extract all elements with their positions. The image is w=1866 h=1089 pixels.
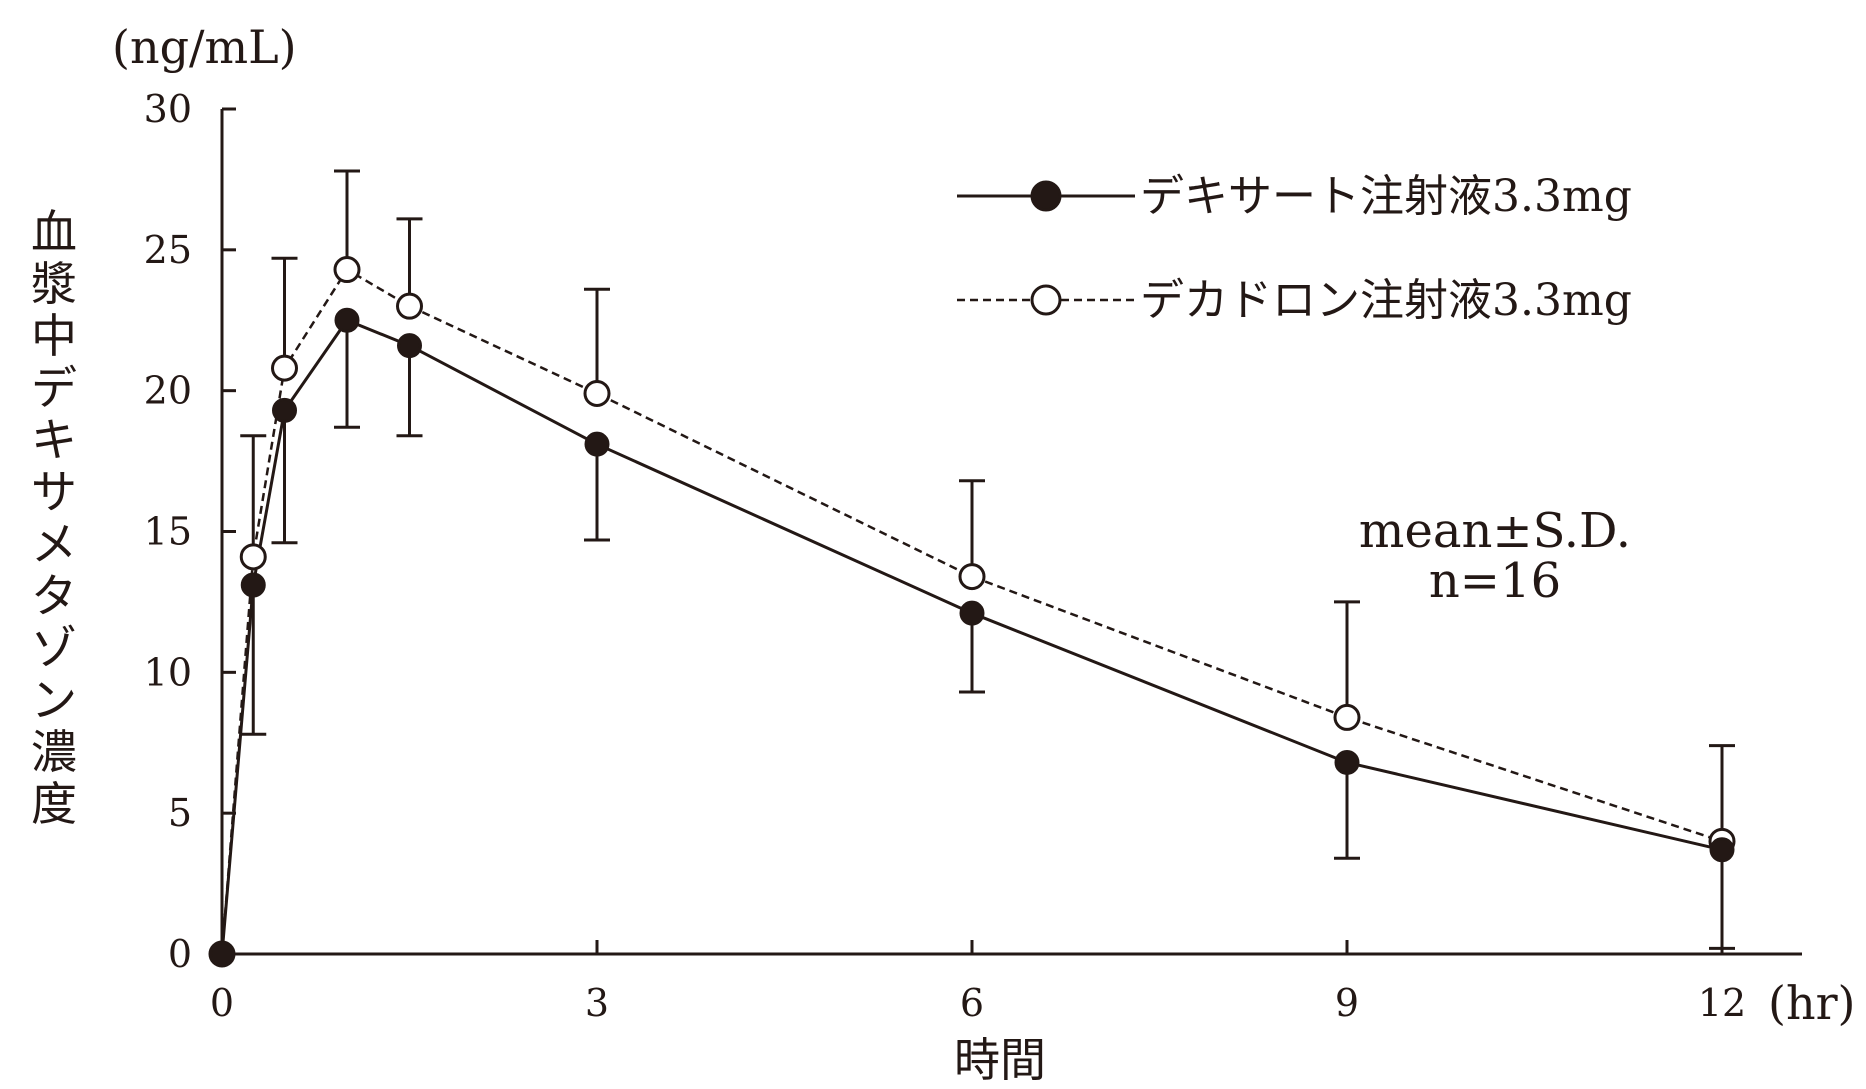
data-point-dexart xyxy=(334,307,360,333)
y-tick-label: 5 xyxy=(168,791,192,835)
y-tick-label: 15 xyxy=(144,510,192,554)
y-tick-label: 10 xyxy=(144,650,192,694)
series-line-decadron xyxy=(220,267,1723,955)
data-point-dexart xyxy=(209,941,235,967)
legend: デキサート注射液3.3mg デカドロン注射液3.3mg xyxy=(957,171,1632,326)
y-tick-group: 0 5 10 15 20 25 30 xyxy=(144,87,236,976)
data-point-dexart xyxy=(1334,749,1360,775)
x-tick-label: 6 xyxy=(960,981,984,1025)
y-axis-title: 血漿中デキサメタゾン濃度 xyxy=(31,205,77,831)
x-tick-label: 9 xyxy=(1335,981,1359,1025)
y-tick-label: 0 xyxy=(168,932,192,976)
y-unit-label: (ng/mL) xyxy=(112,20,297,74)
data-point-decadron xyxy=(271,354,298,382)
x-axis-title: 時間 xyxy=(954,1033,1046,1087)
data-point-dexart xyxy=(397,333,422,359)
data-point-dexart xyxy=(959,600,985,626)
plot-area xyxy=(208,169,1736,968)
data-point-dexart xyxy=(240,572,266,598)
data-point-dexart xyxy=(272,397,297,423)
data-point-decadron xyxy=(1333,703,1361,731)
x-tick-label: 12 xyxy=(1698,981,1746,1025)
data-point-decadron xyxy=(583,379,611,407)
legend-label-decadron: デカドロン注射液3.3mg xyxy=(1140,275,1632,326)
y-tick-label: 20 xyxy=(144,369,192,413)
y-tick-label: 30 xyxy=(144,87,192,131)
legend-marker-filled-circle-icon xyxy=(1030,180,1062,212)
annotation-mean-sd: mean±S.D. xyxy=(1359,503,1631,559)
x-tick-group: 0 3 6 9 12 xyxy=(210,940,1746,1025)
y-tick-label: 25 xyxy=(144,228,192,272)
annotation-n: n=16 xyxy=(1429,553,1561,609)
data-point-dexart xyxy=(584,431,610,457)
legend-item-dexart: デキサート注射液3.3mg xyxy=(957,171,1632,222)
x-tick-label: 3 xyxy=(585,981,609,1025)
data-point-decadron xyxy=(333,256,361,284)
legend-label-dexart: デキサート注射液3.3mg xyxy=(1140,171,1632,222)
data-point-decadron xyxy=(958,563,986,591)
data-point-decadron xyxy=(239,543,267,571)
data-point-decadron xyxy=(396,292,423,320)
legend-marker-open-circle-icon xyxy=(1030,284,1062,316)
x-tick-label: 0 xyxy=(210,981,234,1025)
x-unit-label: (hr) xyxy=(1768,976,1856,1030)
data-point-dexart xyxy=(1709,837,1735,863)
legend-item-decadron: デカドロン注射液3.3mg xyxy=(957,275,1632,326)
